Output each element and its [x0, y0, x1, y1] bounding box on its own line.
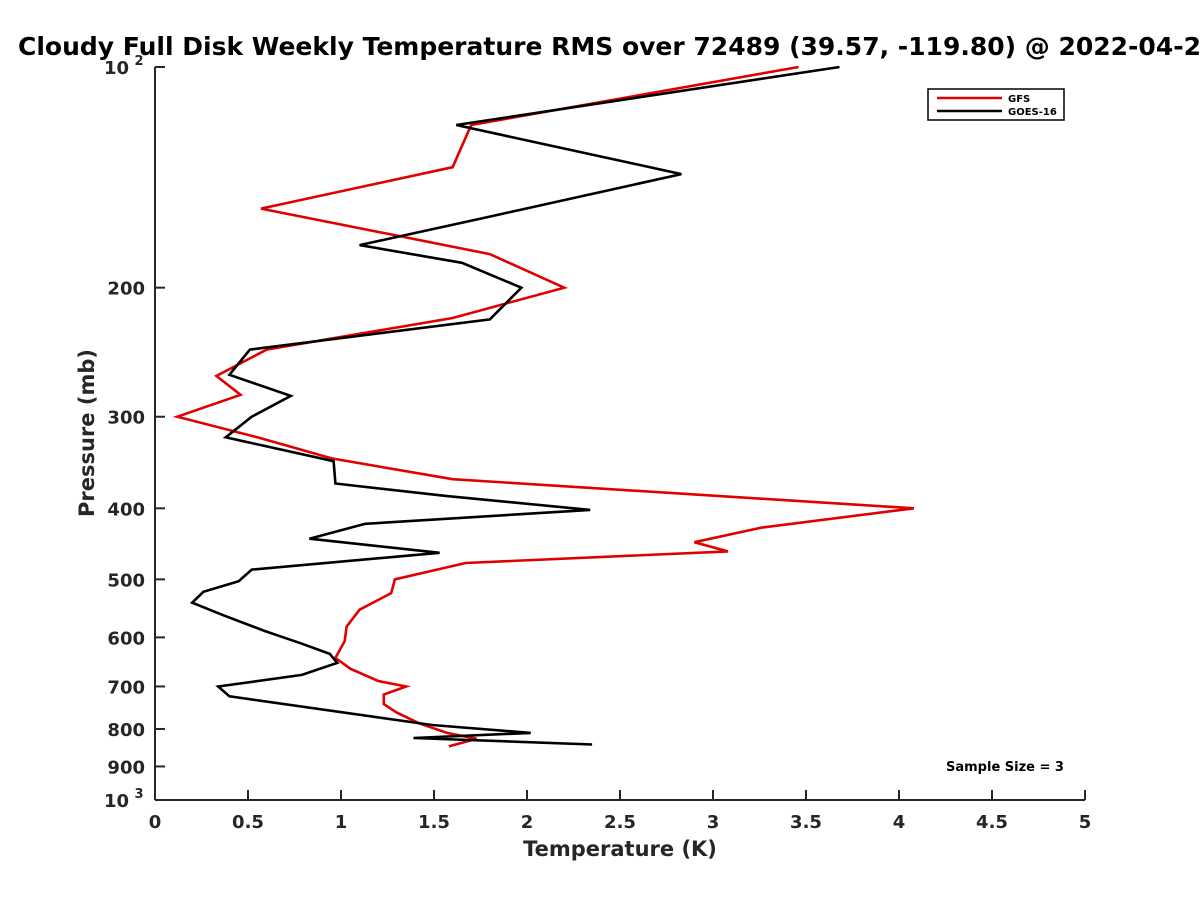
x-tick-label: 2 — [521, 812, 534, 833]
x-tick-label: 3.5 — [790, 812, 822, 833]
x-tick-label: 4.5 — [976, 812, 1008, 833]
x-tick-label: 0.5 — [232, 812, 264, 833]
series-line-goes-16 — [189, 65, 840, 746]
x-axis-label: Temperature (K) — [523, 837, 717, 861]
y-tick-label: 800 — [107, 720, 145, 741]
y-axis-ticks: 10 2 200 300 400 500 600 700 800 900 10 3 — [104, 54, 165, 812]
series-line-gfs — [172, 65, 915, 748]
y-tick-label: 600 — [107, 628, 145, 649]
chart-title: Cloudy Full Disk Weekly Temperature RMS … — [18, 32, 1200, 61]
y-tick-label: 900 — [107, 757, 145, 778]
legend-box — [927, 88, 1065, 121]
x-tick-label: 2.5 — [604, 812, 636, 833]
sample-size-annotation: Sample Size = 3 — [946, 760, 1064, 775]
y-tick-label: 10 — [104, 791, 129, 812]
y-tick-exponent: 2 — [134, 54, 143, 69]
legend-label-gfs: GFS — [1008, 94, 1030, 105]
series-layer — [172, 65, 915, 748]
y-tick-label: 400 — [107, 499, 145, 520]
x-tick-label: 1.5 — [418, 812, 450, 833]
y-tick-label: 200 — [107, 279, 145, 300]
legend: GFS GOES-16 — [927, 88, 1065, 121]
y-tick-exponent: 3 — [134, 787, 143, 802]
x-axis-ticks: 0 0.5 1 1.5 2 2.5 3 3.5 4 4.5 5 — [149, 790, 1092, 833]
x-tick-label: 5 — [1079, 812, 1092, 833]
y-axis-label: Pressure (mb) — [75, 349, 99, 517]
x-tick-label: 1 — [335, 812, 348, 833]
y-tick-label: 300 — [107, 408, 145, 429]
y-tick-label: 500 — [107, 570, 145, 591]
x-tick-label: 4 — [893, 812, 906, 833]
x-tick-label: 0 — [149, 812, 162, 833]
y-tick-label: 700 — [107, 677, 145, 698]
x-tick-label: 3 — [707, 812, 720, 833]
y-tick-label: 10 — [104, 58, 129, 79]
legend-label-goes-16: GOES-16 — [1008, 107, 1057, 118]
